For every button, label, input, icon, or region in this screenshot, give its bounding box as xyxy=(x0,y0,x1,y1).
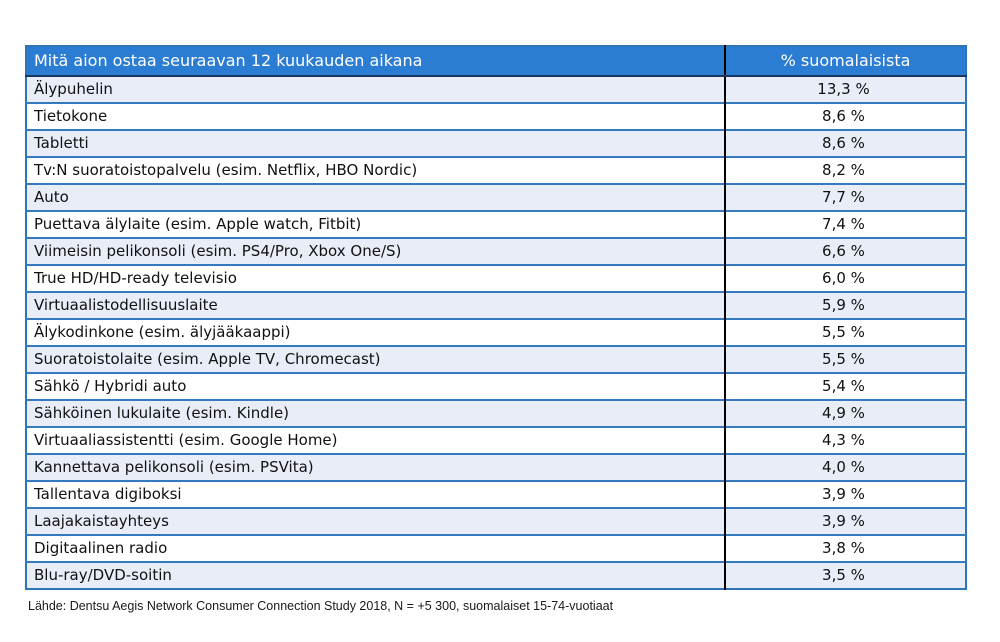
item-value-cell: 3,9 % xyxy=(724,480,966,508)
item-value-cell: 4,0 % xyxy=(724,453,966,481)
item-value-cell: 5,5 % xyxy=(724,345,966,373)
table-row: Kannettava pelikonsoli (esim. PSVita) 4,0… xyxy=(26,453,966,481)
table-row: Virtuaalistodellisuuslaite 5,9 % xyxy=(26,291,966,319)
item-value-cell: 7,7 % xyxy=(724,183,966,211)
table-row: Tallentava digiboksi 3,9 % xyxy=(26,480,966,508)
item-label-cell: Blu-ray/DVD-soitin xyxy=(26,561,725,589)
item-value-cell: 8,2 % xyxy=(724,156,966,184)
item-label-cell: Älypuhelin xyxy=(34,80,113,98)
item-value-cell: 4,3 % xyxy=(724,426,966,454)
table-row: Laajakaistayhteys 3,9 % xyxy=(26,507,966,535)
item-label-cell: Viimeisin pelikonsoli (esim. PS4/Pro, Xb… xyxy=(26,237,725,265)
item-label-cell: Älykodinkone (esim. älyjääkaappi) xyxy=(26,318,725,346)
item-value-cell: 3,9 % xyxy=(724,507,966,535)
item-label-cell: Suoratoistolaite (esim. Apple TV, Chrome… xyxy=(26,345,725,373)
item-label-cell: Sähkö / Hybridi auto xyxy=(26,372,725,400)
table-row: Auto 7,7 % xyxy=(26,183,966,211)
item-label-cell: Tabletti xyxy=(26,129,725,157)
table-row: Sähkö / Hybridi auto 5,4 % xyxy=(26,372,966,400)
table-row: Virtuaaliassistentti (esim. Google Home)… xyxy=(26,426,966,454)
item-value-cell: 5,9 % xyxy=(724,291,966,319)
item-value-cell: 8,6 % xyxy=(724,102,966,130)
table-row: Sähköinen lukulaite (esim. Kindle) 4,9 % xyxy=(26,399,966,427)
table-row: True HD/HD-ready televisio 6,0 % xyxy=(26,264,966,292)
item-label-cell: Tietokone xyxy=(26,102,725,130)
source-note: Lähde: Dentsu Aegis Network Consumer Con… xyxy=(28,599,614,613)
table-row: Älypuhelin 13,3 % xyxy=(26,76,966,103)
table-row: Tabletti 8,6 % xyxy=(26,129,966,157)
item-label-cell: Puettava älylaite (esim. Apple watch, Fi… xyxy=(26,210,725,238)
item-value-cell: 6,6 % xyxy=(724,237,966,265)
item-label-cell: Virtuaalistodellisuuslaite xyxy=(26,291,725,319)
table-row: Puettava älylaite (esim. Apple watch, Fi… xyxy=(26,210,966,238)
purchase-intent-table: Mitä aion ostaa seuraavan 12 kuukauden a… xyxy=(25,45,967,590)
item-label-cell: Kannettava pelikonsoli (esim. PSVita) xyxy=(26,453,725,481)
item-label-cell: Digitaalinen radio xyxy=(26,534,725,562)
table-row: Blu-ray/DVD-soitin 3,5 % xyxy=(26,561,966,589)
header-row: Mitä aion ostaa seuraavan 12 kuukauden a… xyxy=(26,46,966,77)
table-row: Älykodinkone (esim. älyjääkaappi) 5,5 % xyxy=(26,318,966,346)
item-label-cell: True HD/HD-ready televisio xyxy=(26,264,725,292)
table-row: Viimeisin pelikonsoli (esim. PS4/Pro, Xb… xyxy=(26,237,966,265)
item-value-cell: 8,6 % xyxy=(724,129,966,157)
item-label-cell: Tv:N suoratoistopalvelu (esim. Netflix, … xyxy=(26,156,725,184)
header-cell-percent: % suomalaisista xyxy=(724,46,966,77)
table-row: Tv:N suoratoistopalvelu (esim. Netflix, … xyxy=(26,156,966,184)
table-header: Mitä aion ostaa seuraavan 12 kuukauden a… xyxy=(26,46,966,77)
table-body: Älypuhelin 13,3 % Tietokone 8,6 % Tabletti 8,… xyxy=(26,76,966,589)
item-value-cell: 5,5 % xyxy=(724,318,966,346)
table-row: Suoratoistolaite (esim. Apple TV, Chrome… xyxy=(26,345,966,373)
item-value-cell: 6,0 % xyxy=(724,264,966,292)
item-label-cell: Sähköinen lukulaite (esim. Kindle) xyxy=(26,399,725,427)
item-value-cell: 7,4 % xyxy=(724,210,966,238)
header-cell-item: Mitä aion ostaa seuraavan 12 kuukauden a… xyxy=(26,46,725,77)
item-label-cell: Virtuaaliassistentti (esim. Google Home) xyxy=(26,426,725,454)
item-value-cell: 4,9 % xyxy=(724,399,966,427)
item-label-cell: Auto xyxy=(26,183,725,211)
item-label-cell: Tallentava digiboksi xyxy=(26,480,725,508)
item-label-cell: Laajakaistayhteys xyxy=(26,507,725,535)
item-value-cell: 3,8 % xyxy=(724,534,966,562)
item-value-cell: 5,4 % xyxy=(724,372,966,400)
item-value-cell: 3,5 % xyxy=(724,561,966,589)
table-row: Digitaalinen radio 3,8 % xyxy=(26,534,966,562)
table-row: Tietokone 8,6 % xyxy=(26,102,966,130)
item-value-cell: 13,3 % xyxy=(724,76,966,103)
